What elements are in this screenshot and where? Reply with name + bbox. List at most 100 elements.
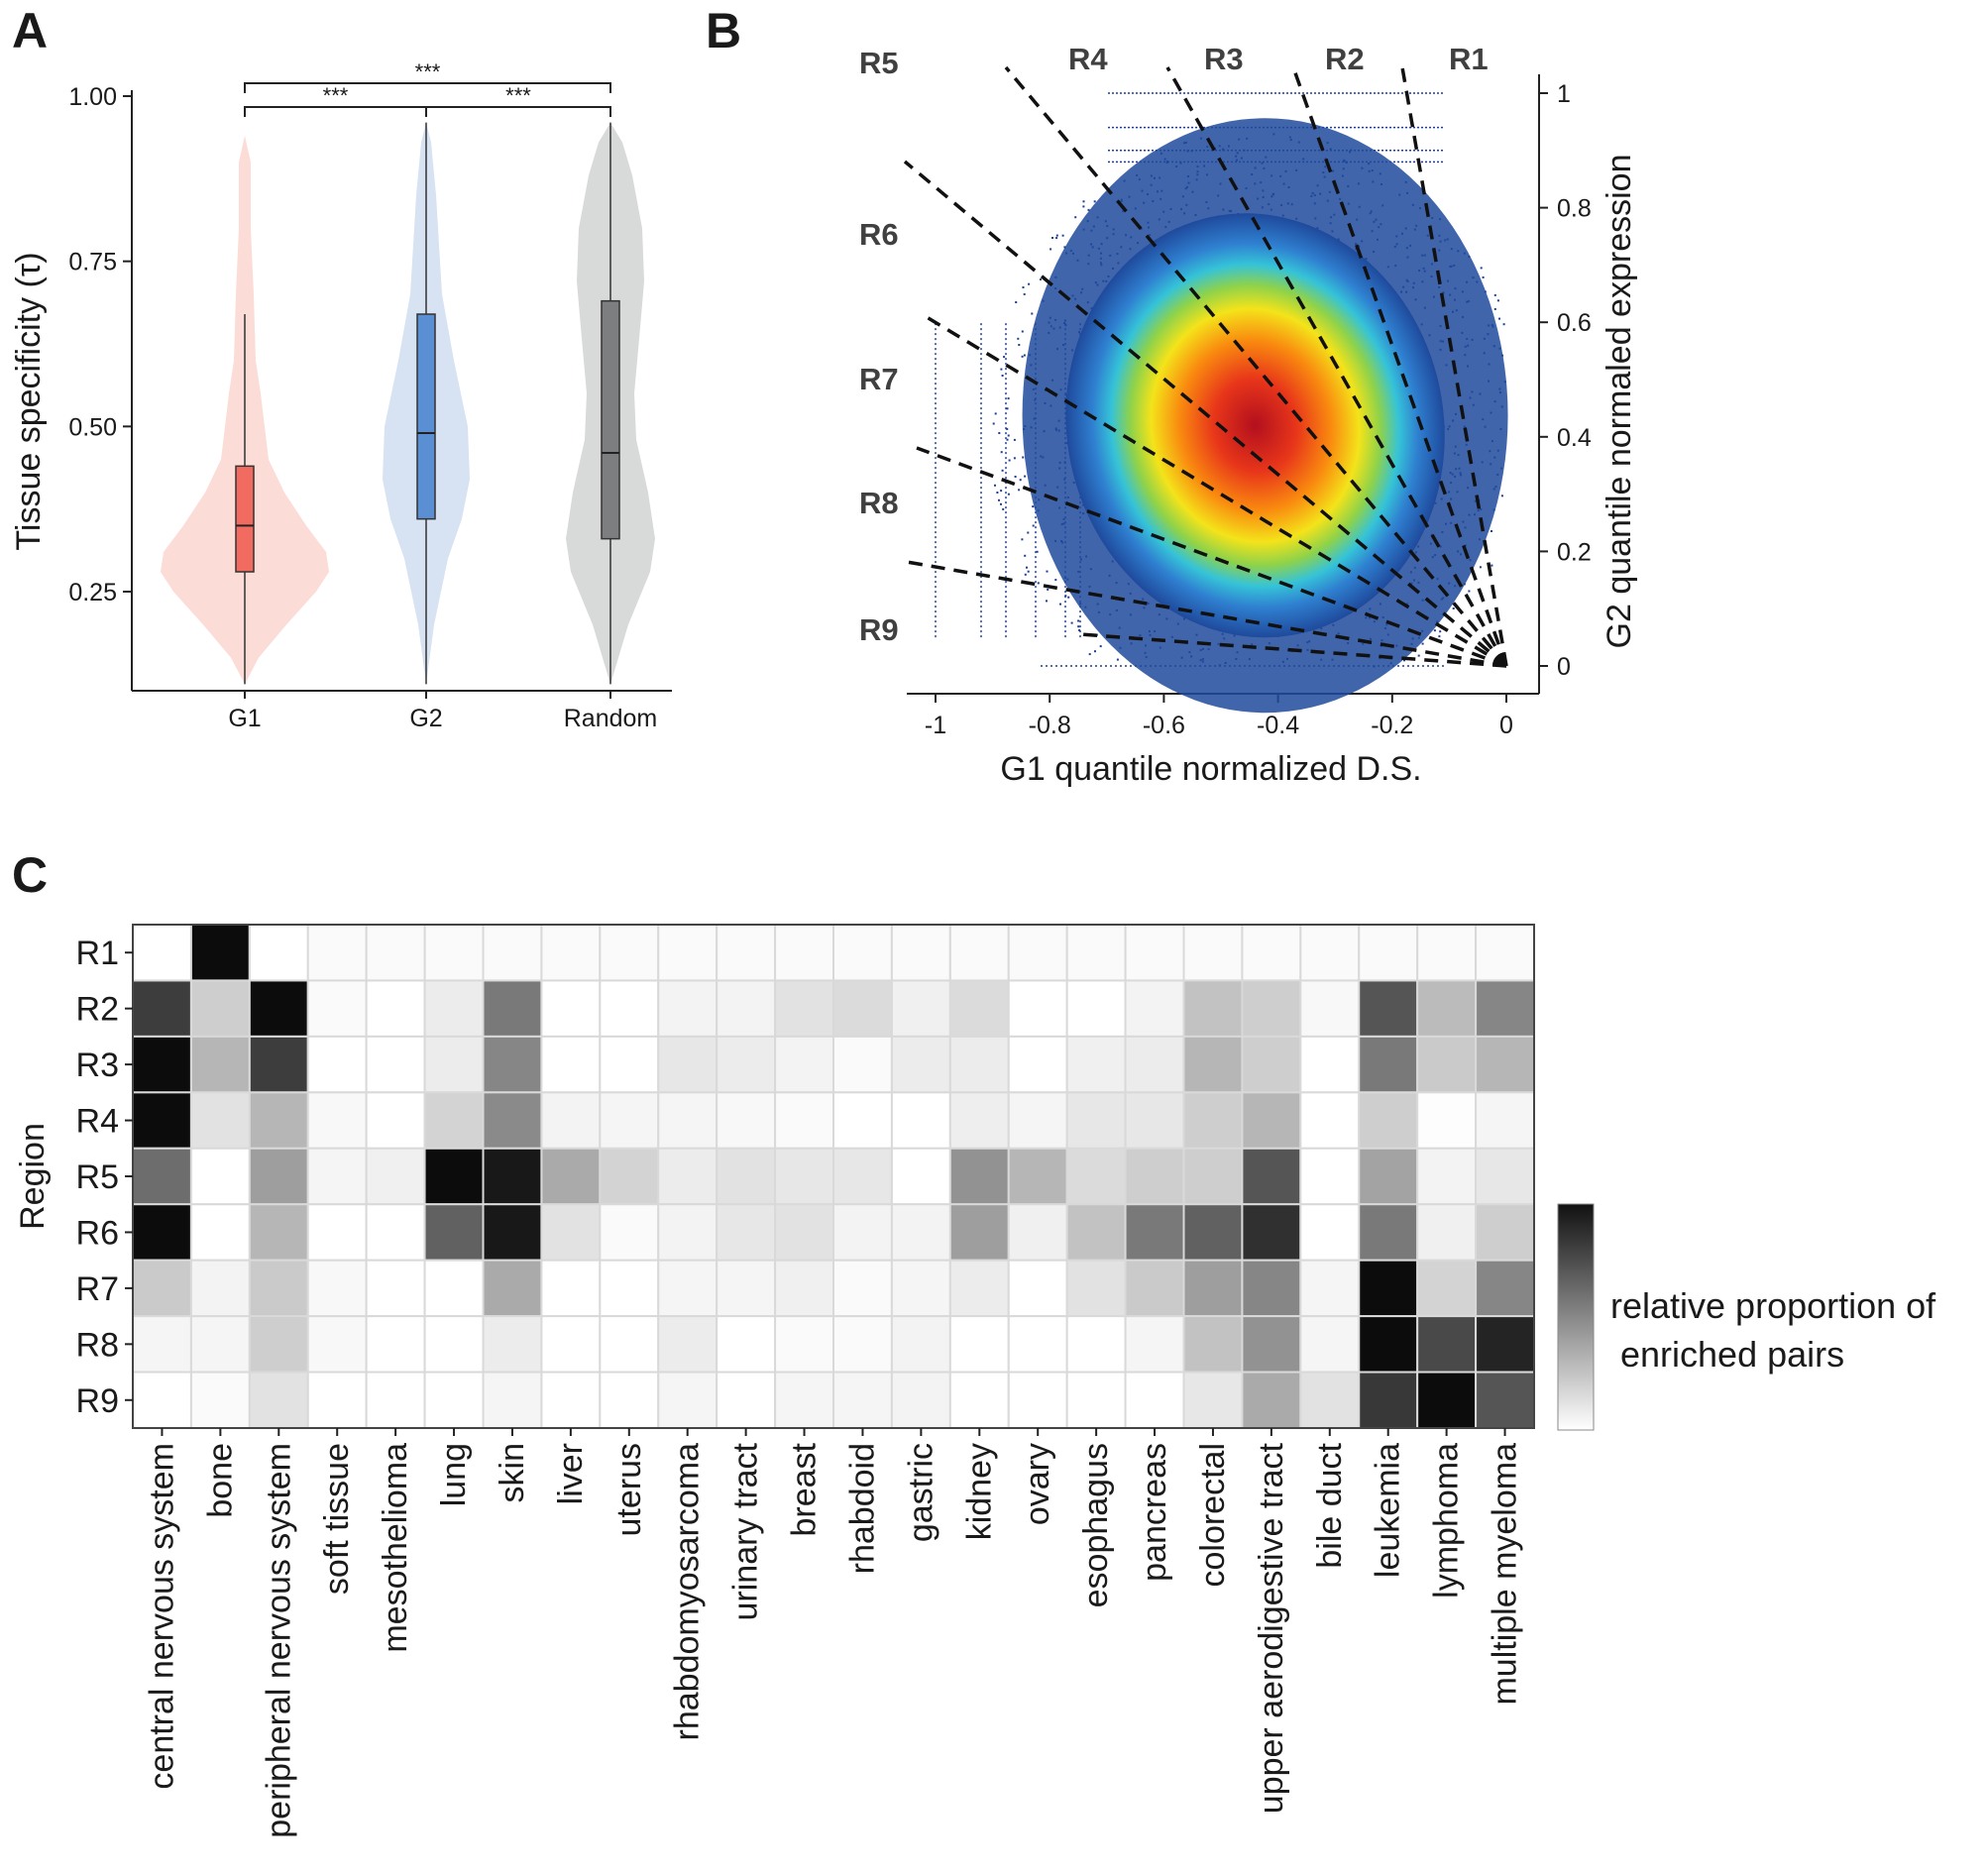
heatmap-cell (1065, 1259, 1127, 1318)
heatmap-cell (1358, 1203, 1419, 1262)
heatmap-cell (948, 979, 1010, 1038)
heatmap-cell (306, 979, 368, 1038)
heatmap-cell (716, 924, 777, 982)
heatmap-cell (1475, 1371, 1535, 1430)
scatter-point (1099, 645, 1102, 648)
scatter-point (998, 432, 1001, 434)
scatter-point (1082, 205, 1085, 208)
heatmap-cell (948, 1371, 1010, 1430)
heatmap-cell (1299, 1315, 1361, 1374)
scatter-point (1480, 267, 1483, 270)
heatmap-cell (482, 1371, 543, 1430)
heatmap-cell (248, 1315, 309, 1374)
scatter-point (1439, 630, 1442, 633)
heatmap-cell (540, 1091, 602, 1150)
heatmap-cell (540, 1203, 602, 1262)
column-label: esophagus (1077, 1443, 1115, 1607)
heatmap-cell (832, 1091, 893, 1150)
scatter-point (1023, 292, 1026, 295)
scatter-point (1438, 635, 1441, 638)
heatmap-cell (599, 1259, 660, 1318)
scatter-point (1421, 642, 1424, 645)
heatmap-cell (482, 1203, 543, 1262)
panel-a-ylabel: Tissue specificity (τ) (10, 252, 48, 550)
heatmap-cell (657, 1091, 718, 1150)
row-label: R2 (76, 991, 119, 1029)
heatmap-cell (1241, 1035, 1302, 1094)
heatmap-cell (1475, 1091, 1535, 1150)
heatmap-cell (948, 924, 1010, 982)
region-label-r6: R6 (859, 217, 899, 252)
heatmap-cell (306, 1091, 368, 1150)
heatmap-cell (1475, 1147, 1535, 1206)
scatter-point (992, 422, 995, 425)
column-label: upper aerodigestive tract (1253, 1442, 1290, 1814)
heatmap-cell (1241, 1315, 1302, 1374)
x-tick-label: -0.4 (1257, 712, 1299, 739)
scatter-point (1023, 354, 1026, 357)
heatmap-cell (189, 1203, 251, 1262)
heatmap-cell (716, 979, 777, 1038)
heatmap-cell (1182, 1035, 1244, 1094)
heatmap-cell (657, 1371, 718, 1430)
heatmap-cell (1475, 1035, 1535, 1094)
heatmap: R1 R2 R3 R4 R5 R6 R7 R8 R9 central nervous system… (76, 924, 1535, 1838)
heatmap-cell (716, 1259, 777, 1318)
heatmap-cell (306, 1147, 368, 1206)
region-label-r1: R1 (1449, 42, 1489, 76)
heatmap-cell (832, 1315, 893, 1374)
column-label: central nervous system (144, 1443, 181, 1790)
row-label: R8 (76, 1326, 119, 1364)
scatter-point (1482, 276, 1485, 278)
heatmap-cell (540, 1371, 602, 1430)
row-label: R6 (76, 1214, 119, 1252)
heatmap-cell (132, 1259, 192, 1318)
heatmap-cell (1299, 1035, 1361, 1094)
x-tick-label: -0.8 (1029, 712, 1071, 739)
column-label: lung (435, 1443, 473, 1506)
scatter-point (1031, 312, 1034, 315)
heatmap-cell (948, 1035, 1010, 1094)
heatmap-cell (1416, 1259, 1478, 1318)
scatter-point (1496, 299, 1499, 302)
scatter-point (996, 492, 999, 494)
scatter-point (1502, 323, 1505, 326)
heatmap-cell (832, 979, 893, 1038)
scatter-point (1000, 490, 1003, 493)
scatter-point (1051, 237, 1053, 239)
heatmap-cell (1007, 1035, 1068, 1094)
heatmap-cell (890, 1147, 951, 1206)
scatter-point (1067, 596, 1070, 599)
scatter-point (1037, 582, 1040, 585)
heatmap-cell (716, 1203, 777, 1262)
region-label-r8: R8 (859, 486, 899, 520)
significance-label: *** (323, 83, 349, 108)
heatmap-cell (1065, 979, 1127, 1038)
heatmap-cell (657, 1315, 718, 1374)
row-label: R1 (76, 935, 119, 972)
column-label: peripheral nervous system (260, 1443, 297, 1838)
heatmap-cell (365, 1259, 426, 1318)
heatmap-cell (1065, 1371, 1127, 1430)
heatmap-cell (482, 1147, 543, 1206)
heatmap-cell (423, 924, 485, 982)
heatmap-cell (948, 1091, 1010, 1150)
region-boundary-line (1291, 66, 1508, 667)
heatmap-cell (1182, 924, 1244, 982)
heatmap-cell (365, 924, 426, 982)
column-label: uterus (610, 1443, 648, 1537)
region-boundary-line (906, 560, 1507, 668)
heatmap-cell (774, 1259, 835, 1318)
scatter-point (1094, 650, 1096, 653)
region-label-r9: R9 (859, 612, 899, 647)
heatmap-cell (774, 1371, 835, 1430)
significance-bracket (244, 106, 427, 117)
x-tick-label: -0.6 (1143, 712, 1185, 739)
heatmap-cell (774, 1203, 835, 1262)
density-scatter-plot: -1 -0.8 -0.6 -0.4 -0.2 0 0 0.2 0.4 0.6 0.8 1 R1 R2 R3 R… (859, 42, 1592, 739)
y-tick-label: 0.8 (1557, 195, 1592, 223)
scatter-point (1015, 301, 1018, 303)
scatter-point (1077, 619, 1080, 622)
heatmap-cell (948, 1147, 1010, 1206)
heatmap-cell (890, 1035, 951, 1094)
